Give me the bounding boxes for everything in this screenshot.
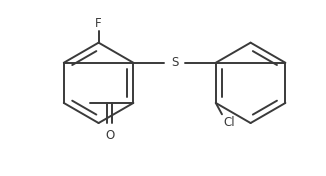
Text: Cl: Cl bbox=[223, 116, 235, 129]
Text: S: S bbox=[171, 56, 178, 69]
Text: F: F bbox=[95, 17, 102, 30]
Text: O: O bbox=[106, 129, 115, 142]
